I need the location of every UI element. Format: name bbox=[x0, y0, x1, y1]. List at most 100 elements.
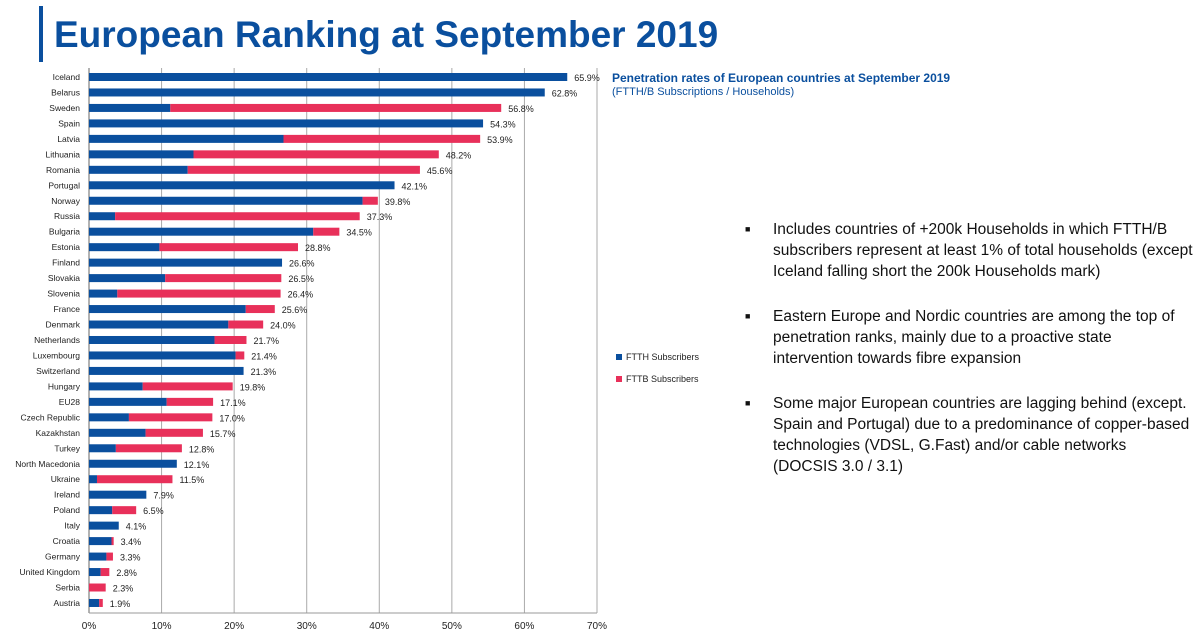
ftth-bar bbox=[89, 459, 177, 468]
note-item: ■ Includes countries of +200k Households … bbox=[745, 219, 1195, 282]
ftth-bar bbox=[89, 274, 166, 283]
data-label: 34.5% bbox=[346, 228, 372, 238]
data-label: 28.8% bbox=[305, 243, 331, 253]
category-label: Lithuania bbox=[45, 149, 80, 159]
category-label: Sweden bbox=[49, 103, 80, 113]
category-label: Portugal bbox=[48, 180, 80, 190]
category-label: Finland bbox=[52, 258, 80, 268]
category-label: North Macedonia bbox=[15, 459, 80, 469]
x-tick-label: 30% bbox=[297, 621, 317, 630]
chart-subtitle-note: (FTTH/B Subscriptions / Households) bbox=[612, 86, 795, 98]
data-label: 24.0% bbox=[270, 321, 296, 331]
category-label: Austria bbox=[54, 598, 81, 608]
fttb-bar bbox=[283, 134, 481, 143]
fttb-bar bbox=[142, 382, 233, 391]
category-label: Netherlands bbox=[34, 335, 80, 345]
x-tick-label: 0% bbox=[82, 621, 97, 630]
data-label: 25.6% bbox=[282, 305, 308, 315]
bullet-icon: ■ bbox=[745, 398, 751, 408]
data-label: 21.4% bbox=[251, 351, 277, 361]
category-label: Croatia bbox=[53, 536, 81, 546]
category-label: Spain bbox=[58, 118, 80, 128]
data-label: 2.8% bbox=[116, 568, 137, 578]
category-label: Norway bbox=[51, 196, 81, 206]
ftth-bar bbox=[89, 119, 484, 128]
ftth-bar bbox=[89, 537, 112, 546]
fttb-bar bbox=[245, 305, 275, 314]
data-label: 3.4% bbox=[121, 537, 142, 547]
ftth-bar bbox=[89, 444, 116, 453]
category-label: Turkey bbox=[54, 443, 80, 453]
category-label: Slovakia bbox=[48, 273, 80, 283]
data-label: 62.8% bbox=[552, 88, 578, 98]
ftth-bar bbox=[89, 413, 129, 422]
data-label: 4.1% bbox=[126, 522, 147, 532]
page-title: European Ranking at September 2019 bbox=[54, 14, 719, 55]
data-label: 54.3% bbox=[490, 119, 516, 129]
bullet-icon: ■ bbox=[745, 311, 751, 321]
category-label: Bulgaria bbox=[49, 227, 80, 237]
ftth-bar bbox=[89, 366, 244, 375]
ftth-bar bbox=[89, 552, 107, 561]
ftth-bar bbox=[89, 150, 194, 159]
fttb-bar bbox=[159, 243, 299, 252]
legend-swatch bbox=[616, 354, 622, 360]
data-label: 21.7% bbox=[253, 336, 279, 346]
fttb-bar bbox=[117, 289, 281, 298]
x-tick-label: 20% bbox=[224, 621, 244, 630]
ftth-bar bbox=[89, 320, 229, 329]
ftth-bar bbox=[89, 258, 283, 267]
data-label: 12.8% bbox=[189, 444, 215, 454]
fttb-bar bbox=[193, 150, 439, 159]
ftth-bar bbox=[89, 73, 568, 81]
data-label: 12.1% bbox=[184, 460, 210, 470]
category-label: United Kingdom bbox=[20, 567, 80, 577]
fttb-bar bbox=[187, 165, 420, 174]
fttb-bar bbox=[112, 506, 137, 515]
ftth-bar bbox=[89, 227, 314, 236]
data-label: 6.5% bbox=[143, 506, 164, 516]
fttb-bar bbox=[99, 598, 103, 607]
category-label: Denmark bbox=[46, 320, 81, 330]
note-item: ■ Some major European countries are laggi… bbox=[745, 393, 1195, 477]
data-label: 15.7% bbox=[210, 429, 236, 439]
data-label: 26.6% bbox=[289, 259, 315, 269]
ftth-bar bbox=[89, 351, 236, 360]
ftth-bar bbox=[89, 103, 171, 112]
fttb-bar bbox=[96, 475, 173, 484]
ftth-bar bbox=[89, 88, 545, 97]
data-label: 17.0% bbox=[219, 413, 245, 423]
data-label: 45.6% bbox=[427, 166, 453, 176]
data-label: 21.3% bbox=[251, 367, 277, 377]
category-label: Estonia bbox=[52, 242, 81, 252]
ftth-bar bbox=[89, 305, 246, 314]
penetration-bar-chart: 0% 10% 20% 30% 40% 50% 60% 70% Iceland 65.9% Belar… bbox=[15, 68, 700, 630]
fttb-bar bbox=[145, 428, 203, 437]
data-label: 3.3% bbox=[120, 553, 141, 563]
data-label: 19.8% bbox=[240, 382, 266, 392]
ftth-bar bbox=[89, 196, 363, 205]
fttb-bar bbox=[166, 397, 214, 406]
fttb-bar bbox=[106, 552, 113, 561]
category-label: Belarus bbox=[51, 87, 80, 97]
category-label: EU28 bbox=[59, 397, 81, 407]
data-label: 17.1% bbox=[220, 398, 246, 408]
fttb-bar bbox=[115, 444, 182, 453]
fttb-bar bbox=[115, 212, 360, 221]
note-text: Some major European countries are laggin… bbox=[773, 395, 1190, 475]
category-label: Latvia bbox=[57, 134, 80, 144]
data-label: 42.1% bbox=[402, 181, 428, 191]
ftth-bar bbox=[89, 243, 160, 252]
data-label: 7.9% bbox=[153, 491, 174, 501]
fttb-bar bbox=[235, 351, 245, 360]
category-label: Germany bbox=[45, 552, 81, 562]
x-tick-label: 10% bbox=[152, 621, 172, 630]
category-label: Romania bbox=[46, 165, 80, 175]
category-label: Poland bbox=[54, 505, 81, 515]
legend-swatch bbox=[616, 376, 622, 382]
ftth-bar bbox=[89, 165, 188, 174]
category-label: Switzerland bbox=[36, 366, 80, 376]
data-label: 1.9% bbox=[110, 599, 131, 609]
ftth-bar bbox=[89, 598, 100, 607]
ftth-bar bbox=[89, 475, 97, 484]
